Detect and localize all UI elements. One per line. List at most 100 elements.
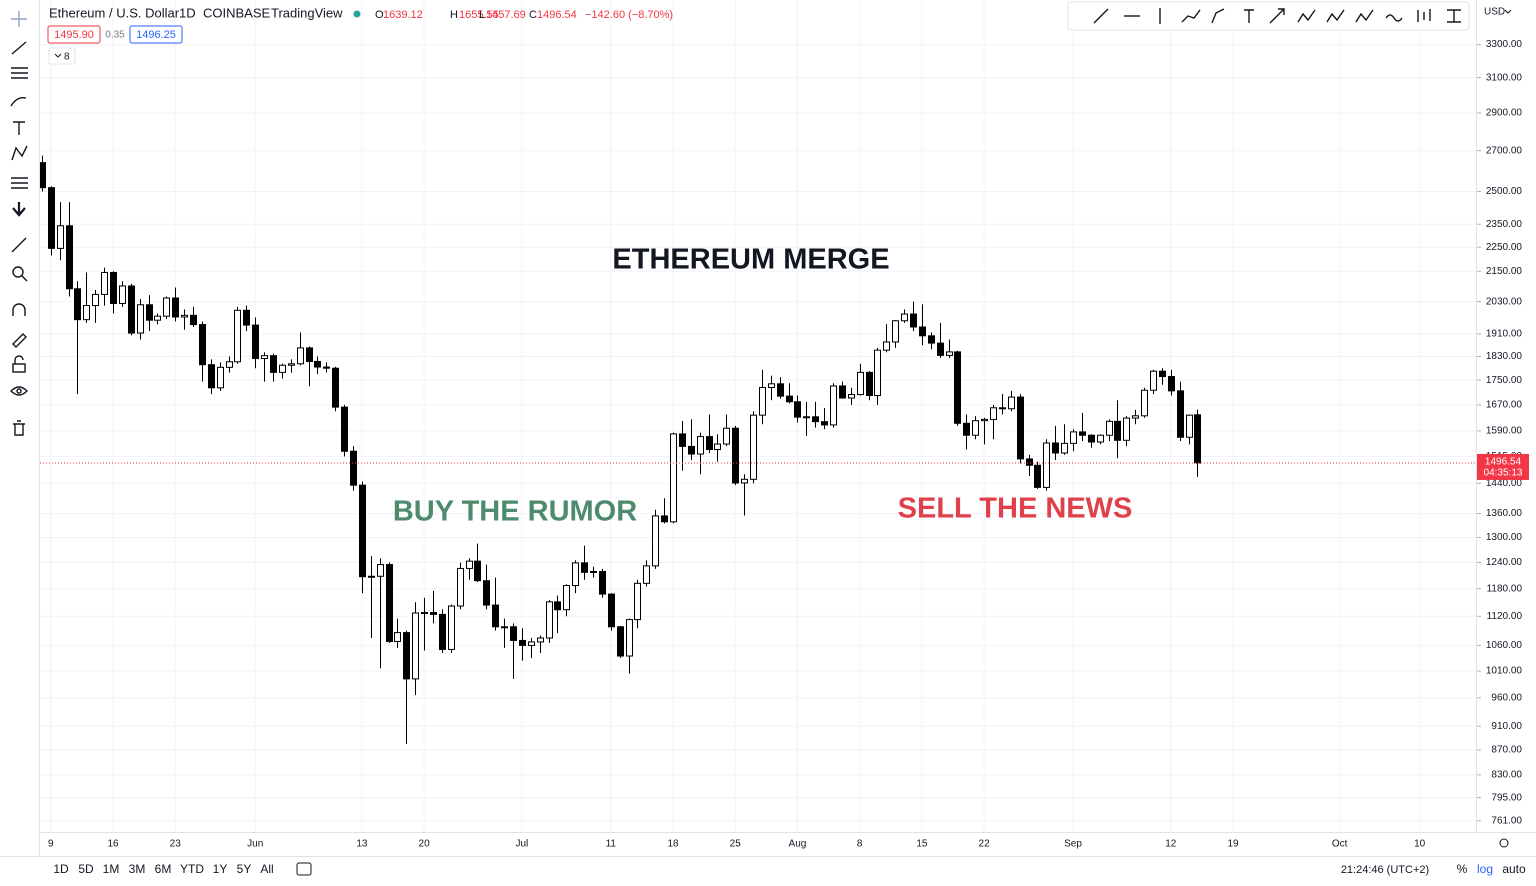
- y-tick-label: 3300.00: [1486, 39, 1523, 50]
- candle-body: [1114, 420, 1121, 441]
- range-button[interactable]: 1D: [53, 862, 69, 876]
- y-tick-label: 2700.00: [1486, 145, 1523, 156]
- buy-button[interactable]: [129, 25, 183, 44]
- candle-body: [830, 385, 837, 426]
- candle-body: [563, 585, 570, 611]
- y-tick-label: 2350.00: [1486, 219, 1523, 230]
- candle-body: [910, 313, 917, 328]
- candle-body: [483, 580, 490, 606]
- ohlc-value: 1457.69: [486, 9, 526, 21]
- y-tick-label: 1910.00: [1486, 329, 1523, 340]
- candle-body: [759, 386, 766, 416]
- range-button[interactable]: 5Y: [237, 862, 252, 876]
- y-tick-label: 1830.00: [1486, 351, 1523, 362]
- candle-body: [581, 562, 588, 573]
- candle-body: [972, 420, 979, 436]
- sell-button[interactable]: [47, 25, 101, 44]
- candle-body: [892, 320, 899, 343]
- annotation: SELL THE NEWS: [898, 493, 1133, 525]
- date-range-icon[interactable]: [296, 862, 312, 876]
- range-button[interactable]: 5D: [78, 862, 94, 876]
- candle-body: [279, 364, 286, 373]
- candle-body: [323, 366, 330, 369]
- candle-body: [590, 570, 597, 573]
- x-tick-label: 18: [667, 839, 679, 850]
- range-button[interactable]: All: [260, 862, 273, 876]
- auto-toggle[interactable]: auto: [1502, 862, 1526, 876]
- candle-body: [217, 366, 224, 389]
- indicators-count[interactable]: 8: [64, 52, 70, 63]
- y-tick-label: 960.00: [1491, 692, 1522, 703]
- drawing-tools[interactable]: [10, 11, 28, 436]
- candle-body: [270, 355, 277, 373]
- sell-price[interactable]: 1495.90: [54, 29, 94, 41]
- candle-body: [377, 564, 384, 577]
- candles: [39, 155, 1476, 744]
- x-tick-label: 22: [979, 839, 991, 850]
- candle-body: [883, 341, 890, 351]
- candle-body: [670, 433, 677, 523]
- candle-body: [617, 626, 624, 657]
- currency[interactable]: USD: [1484, 7, 1505, 18]
- candle-body: [839, 385, 846, 399]
- candle-body: [1070, 431, 1077, 444]
- candle-body: [732, 427, 739, 484]
- range-button[interactable]: YTD: [180, 862, 204, 876]
- candle-body: [172, 297, 179, 318]
- candle-body: [359, 484, 366, 578]
- range-button[interactable]: 3M: [129, 862, 146, 876]
- candle-body: [706, 436, 713, 451]
- y-tick-label: 795.00: [1491, 792, 1522, 803]
- y-tick-label: 1750.00: [1486, 375, 1523, 386]
- candle-body: [981, 418, 988, 422]
- candle-body: [1026, 458, 1033, 466]
- candle-body: [119, 285, 126, 304]
- candle-body: [403, 632, 410, 680]
- x-tick-label: 16: [107, 839, 119, 850]
- candle-body: [74, 288, 81, 321]
- axes: 3300.00 3100.00 2900.00 2700.00 2500.00 2350.…: [48, 39, 1529, 850]
- candle-body: [626, 619, 633, 657]
- percent-toggle[interactable]: %: [1457, 862, 1468, 876]
- candle-body: [954, 351, 961, 424]
- y-tick-label: 1180.00: [1487, 583, 1523, 594]
- candle-body: [66, 225, 73, 290]
- candle-body: [341, 406, 348, 452]
- candle-body: [430, 612, 437, 615]
- candle-body: [163, 297, 170, 317]
- candle-body: [537, 637, 544, 643]
- range-button[interactable]: 6M: [155, 862, 172, 876]
- candle-body: [146, 304, 153, 321]
- candle-body: [306, 347, 313, 362]
- candle-body: [599, 570, 606, 595]
- candle-body: [554, 601, 561, 611]
- candle-body: [643, 565, 650, 584]
- settings-icon[interactable]: [1499, 838, 1509, 848]
- market-status: [353, 10, 361, 18]
- candle-body: [946, 351, 953, 356]
- range-button[interactable]: 1Y: [213, 862, 228, 876]
- candle-body: [226, 361, 233, 368]
- candle-body: [1008, 396, 1015, 410]
- floating-toolbar-icons[interactable]: [1093, 8, 1461, 24]
- candle-body: [181, 314, 188, 318]
- x-tick-label: Jul: [515, 839, 528, 850]
- candle-body: [688, 445, 695, 455]
- candle-body: [661, 515, 668, 523]
- interval: 1D: [179, 5, 196, 20]
- y-tick-label: 2500.00: [1486, 186, 1523, 197]
- log-toggle[interactable]: log: [1477, 862, 1493, 876]
- ohlc-letter: L: [479, 9, 485, 21]
- candle-body: [794, 401, 801, 418]
- x-tick-label: 12: [1165, 839, 1177, 850]
- candle-body: [57, 225, 64, 249]
- candle-body: [1168, 376, 1175, 392]
- y-tick-label: 830.00: [1491, 769, 1522, 780]
- candle-body: [448, 605, 455, 650]
- last-price: 1496.54: [1485, 457, 1522, 468]
- indicators-toggle[interactable]: [48, 47, 76, 65]
- range-button[interactable]: 1M: [103, 862, 120, 876]
- buy-price[interactable]: 1496.25: [136, 29, 176, 41]
- x-tick-label: 20: [419, 839, 431, 850]
- annotation: BUY THE RUMOR: [393, 496, 637, 528]
